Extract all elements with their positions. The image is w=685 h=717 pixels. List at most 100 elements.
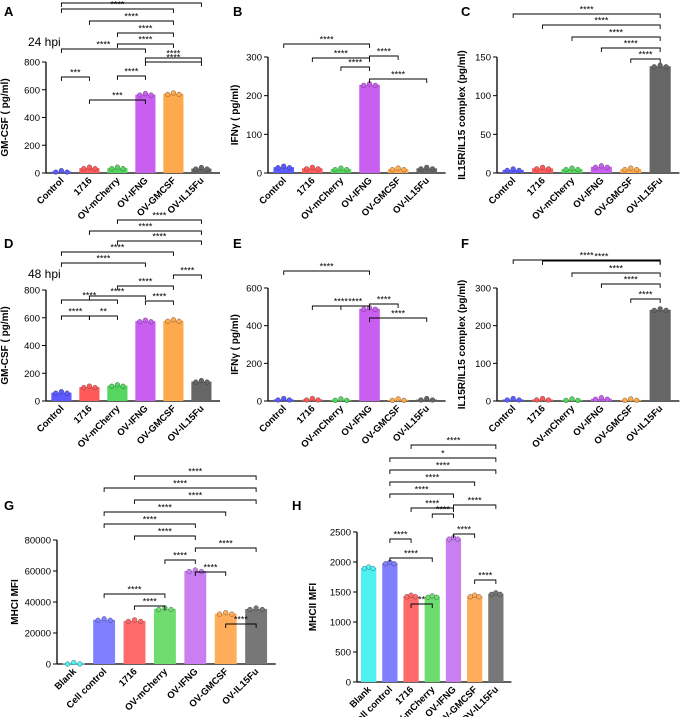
- significance-bracket: [60, 251, 174, 256]
- y-tick-label: 600: [246, 284, 262, 295]
- significance-bracket: [88, 20, 174, 25]
- y-tick-label: 40000: [25, 598, 51, 609]
- data-point: [286, 397, 293, 403]
- data-point: [361, 306, 367, 312]
- bar-Blank: [361, 568, 377, 682]
- data-point: [101, 616, 107, 622]
- data-point: [408, 592, 414, 598]
- significance-label: ****: [393, 530, 408, 540]
- bar-OV-mCherry: [107, 385, 128, 401]
- significance-bracket: [600, 47, 661, 52]
- data-point: [229, 611, 235, 617]
- data-point: [663, 307, 669, 313]
- significance-label: ****: [234, 615, 249, 625]
- y-tick-label: 300: [475, 284, 491, 295]
- data-point: [156, 606, 162, 613]
- data-point: [198, 378, 204, 384]
- bar-Cell control: [382, 563, 398, 682]
- bar-OV-IL15Fu: [245, 608, 268, 664]
- y-tick-label: 150: [475, 53, 491, 64]
- bar-OV-mCherry: [107, 168, 128, 173]
- data-point: [86, 164, 92, 170]
- significance-label: ****: [110, 243, 125, 253]
- bar-OV-IFNG: [135, 321, 156, 401]
- significance-label: ****: [425, 499, 440, 509]
- significance-label: ****: [68, 307, 83, 317]
- y-axis-label: IL15R/IL15 complex (pg/ml): [457, 50, 468, 179]
- data-point: [425, 594, 431, 600]
- data-point: [253, 605, 259, 611]
- significance-label: ****: [638, 290, 653, 300]
- significance-label: ****: [82, 291, 97, 301]
- data-point: [389, 397, 395, 403]
- bar-OV-GMCSF: [387, 169, 409, 173]
- x-tick-label: 1716: [72, 175, 95, 198]
- significance-label: ****: [404, 549, 419, 559]
- data-point: [58, 168, 64, 174]
- y-tick-label: 400: [246, 321, 262, 332]
- data-point: [424, 164, 430, 170]
- significance-bracket: [164, 559, 196, 564]
- significance-label: ****: [348, 297, 363, 307]
- significance-bracket: [431, 513, 454, 518]
- significance-bracket: [134, 605, 166, 610]
- data-point: [401, 397, 407, 403]
- significance-label: ****: [391, 309, 406, 319]
- significance-label: ****: [152, 211, 167, 221]
- x-tick-label: 1716: [295, 403, 318, 426]
- significance-label: ****: [110, 287, 125, 297]
- significance-bracket: [410, 603, 433, 608]
- y-tick-label: 0: [257, 169, 262, 180]
- data-point: [361, 82, 367, 88]
- data-point: [137, 319, 143, 325]
- y-tick-label: 50: [480, 130, 491, 141]
- significance-bracket: [410, 444, 497, 449]
- significance-label: ****: [138, 24, 153, 34]
- y-tick-label: 800: [24, 286, 40, 297]
- data-point: [628, 165, 634, 171]
- bar-1716: [403, 596, 419, 682]
- significance-bracket: [116, 219, 202, 224]
- data-point: [412, 594, 418, 600]
- significance-label: ****: [188, 491, 203, 501]
- data-point: [165, 318, 171, 324]
- data-point: [81, 166, 87, 172]
- data-point: [107, 617, 113, 623]
- data-point: [391, 561, 397, 567]
- data-point: [344, 397, 350, 403]
- significance-label: ****: [166, 53, 181, 63]
- significance-label: ****: [457, 525, 472, 535]
- significance-bracket: [571, 272, 661, 277]
- y-tick-label: 0: [46, 660, 51, 671]
- significance-label: ****: [124, 12, 139, 22]
- significance-label: ****: [96, 254, 111, 264]
- significance-bracket: [453, 533, 476, 538]
- data-point: [493, 590, 499, 596]
- y-tick-label: 500: [335, 648, 351, 659]
- data-point: [622, 167, 628, 173]
- y-axis-label: IFNγ ( pg/ml): [230, 85, 241, 146]
- significance-label: ****: [158, 503, 173, 513]
- bar-OV-mCherry: [153, 608, 176, 664]
- significance-label: ****: [580, 5, 595, 15]
- data-point: [424, 395, 430, 402]
- significance-bracket: [134, 499, 257, 504]
- data-point: [109, 383, 115, 389]
- significance-bracket: [144, 300, 174, 305]
- significance-bracket: [194, 547, 257, 552]
- data-point: [186, 568, 192, 575]
- data-point: [114, 382, 120, 388]
- panel-E-letter: E: [233, 236, 242, 251]
- x-tick-label: 1716: [72, 403, 95, 426]
- y-tick-label: 400: [24, 341, 40, 352]
- data-point: [628, 396, 634, 402]
- significance-label: ****: [173, 479, 188, 489]
- significance-label: *: [441, 449, 445, 459]
- x-tick-label: Control: [487, 175, 519, 207]
- data-point: [193, 166, 199, 172]
- y-axis-label: GM-CSF ( pg/ml): [0, 78, 11, 156]
- panel-F-letter: F: [461, 236, 469, 251]
- bar-1716: [79, 387, 100, 401]
- data-point: [204, 166, 210, 172]
